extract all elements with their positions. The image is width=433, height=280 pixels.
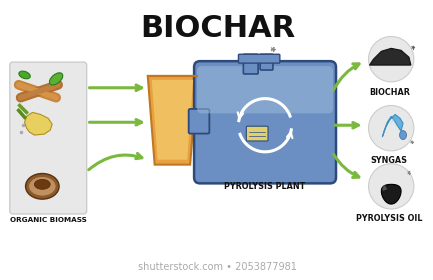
Polygon shape <box>388 118 396 132</box>
Text: BIOCHAR: BIOCHAR <box>369 88 410 97</box>
Text: SYNGAS: SYNGAS <box>371 156 408 165</box>
Text: BIOCHAR: BIOCHAR <box>140 14 295 43</box>
Wedge shape <box>382 185 387 191</box>
Ellipse shape <box>400 131 407 139</box>
Polygon shape <box>382 114 403 137</box>
Polygon shape <box>25 112 52 135</box>
FancyBboxPatch shape <box>197 66 333 113</box>
Text: PYROLYSIS PLANT: PYROLYSIS PLANT <box>224 182 306 191</box>
Text: shutterstock.com • 2053877981: shutterstock.com • 2053877981 <box>138 262 297 272</box>
FancyBboxPatch shape <box>239 54 280 63</box>
Circle shape <box>368 36 414 82</box>
Ellipse shape <box>19 71 30 79</box>
Circle shape <box>368 106 414 151</box>
FancyBboxPatch shape <box>246 126 268 141</box>
FancyBboxPatch shape <box>194 61 336 183</box>
Polygon shape <box>369 48 411 65</box>
FancyBboxPatch shape <box>260 54 273 70</box>
Ellipse shape <box>29 176 56 196</box>
Ellipse shape <box>35 179 50 189</box>
Circle shape <box>368 164 414 209</box>
Ellipse shape <box>49 73 63 85</box>
FancyBboxPatch shape <box>243 54 258 74</box>
Polygon shape <box>148 76 197 165</box>
Polygon shape <box>381 184 401 204</box>
Text: ORGANIC BIOMASS: ORGANIC BIOMASS <box>10 217 87 223</box>
Text: PYROLYSIS OIL: PYROLYSIS OIL <box>356 214 423 223</box>
FancyBboxPatch shape <box>189 109 210 134</box>
Ellipse shape <box>26 174 59 199</box>
FancyBboxPatch shape <box>10 62 87 214</box>
Polygon shape <box>152 80 193 160</box>
